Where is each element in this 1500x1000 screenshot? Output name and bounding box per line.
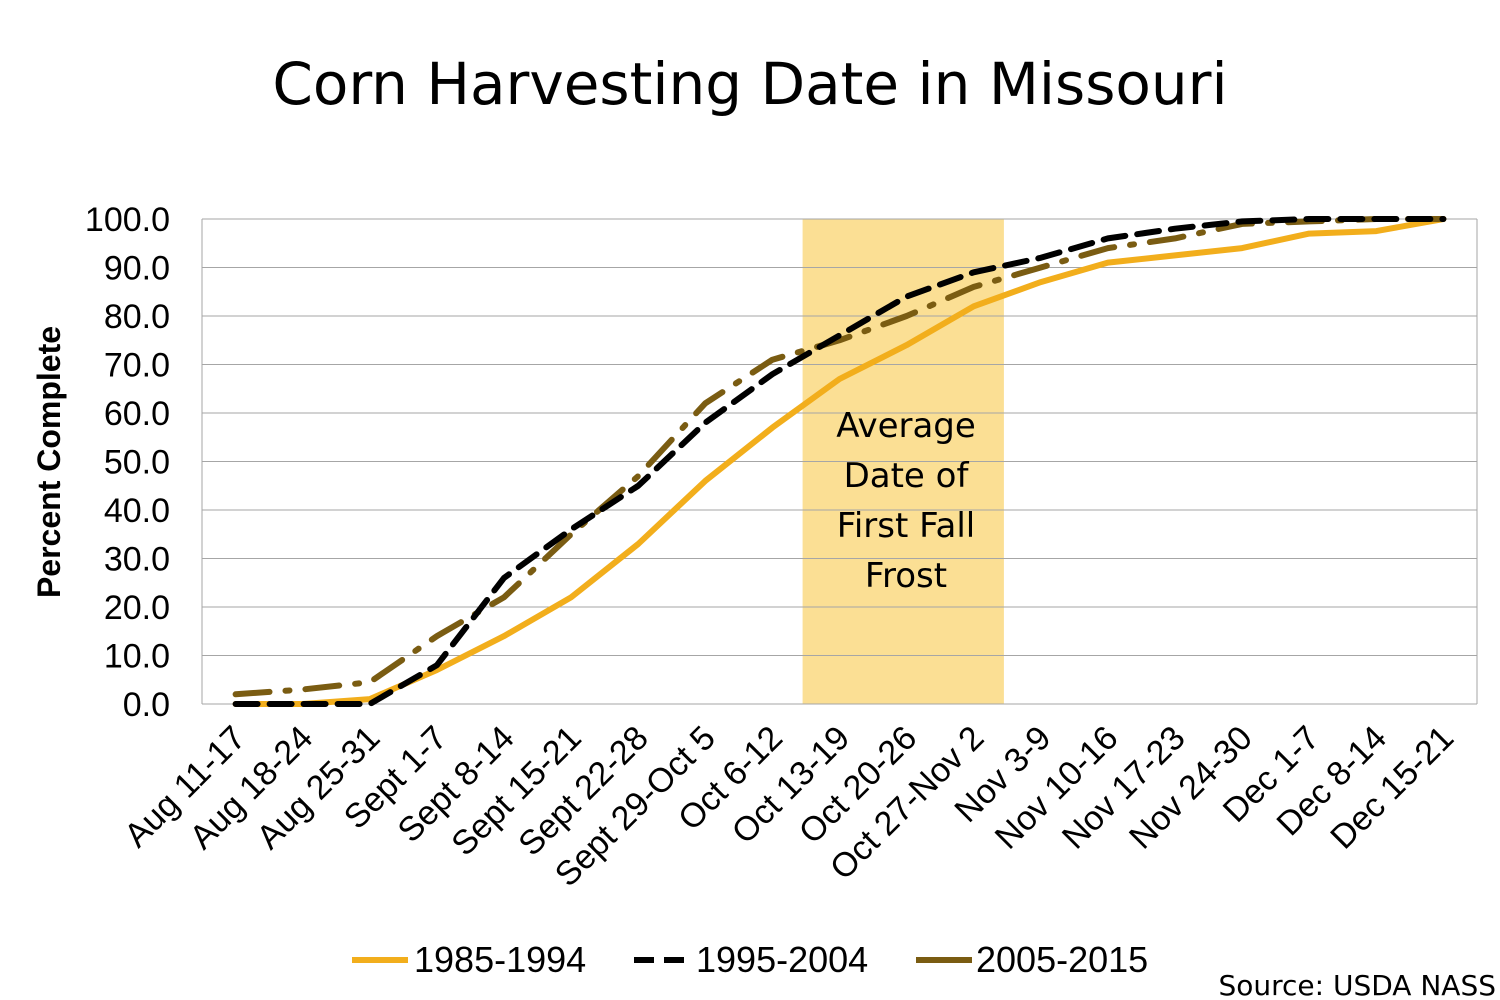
grid-lines	[201, 218, 1478, 705]
legend-label-1995-2004: 1995-2004	[696, 939, 868, 980]
legend-item-2005-2015: 2005-2015	[916, 939, 1148, 980]
y-tick-label: 60.0	[104, 395, 170, 433]
series-line-1995-2004	[232, 216, 1447, 707]
y-axis-label: Percent Complete	[31, 326, 67, 598]
y-tick-label: 80.0	[104, 298, 170, 336]
y-tick-label: 70.0	[104, 347, 170, 385]
y-tick-label: 0.0	[123, 686, 170, 724]
series-lines	[232, 216, 1447, 707]
frost-annotation-line-1: Average	[836, 406, 976, 446]
y-axis-ticks: 0.0 10.0 20.0 30.0 40.0 50.0 60.0 70.0 80.0 90.0 1…	[85, 201, 170, 724]
series-line-1985-1994	[232, 216, 1447, 707]
legend-label-2005-2015: 2005-2015	[976, 939, 1148, 980]
chart-title: Corn Harvesting Date in Missouri	[272, 50, 1227, 118]
frost-annotation-line-2: Date of	[844, 456, 970, 496]
y-tick-label: 90.0	[104, 250, 170, 288]
legend-item-1995-2004: 1995-2004	[634, 939, 868, 980]
legend: 1985-1994 1995-2004 2005-2015	[352, 939, 1148, 980]
y-tick-label: 50.0	[104, 444, 170, 482]
frost-annotation: Average Date of First Fall Frost	[836, 406, 976, 596]
y-tick-label: 20.0	[104, 589, 170, 627]
y-tick-label: 40.0	[104, 492, 170, 530]
source-note: Source: USDA NASS	[1218, 969, 1496, 1000]
frost-annotation-line-3: First Fall	[837, 506, 976, 546]
y-tick-label: 100.0	[85, 201, 170, 239]
frost-annotation-line-4: Frost	[865, 556, 947, 596]
legend-label-1985-1994: 1985-1994	[414, 939, 586, 980]
y-tick-label: 30.0	[104, 541, 170, 579]
legend-item-1985-1994: 1985-1994	[352, 939, 586, 980]
y-tick-label: 10.0	[104, 638, 170, 676]
